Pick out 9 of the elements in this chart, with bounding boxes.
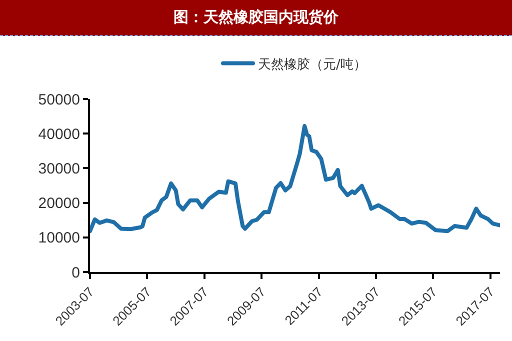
chart-title: 图：天然橡胶国内现货价: [0, 0, 512, 36]
y-tick-label: 50000: [38, 91, 80, 108]
y-tick-label: 20000: [38, 195, 80, 212]
y-tick-label: 0: [72, 264, 80, 282]
legend-label: 天然橡胶（元/吨）: [258, 57, 366, 72]
y-tick-label: 40000: [38, 126, 80, 143]
y-tick-label: 10000: [38, 230, 80, 247]
line-series: [90, 124, 500, 234]
y-tick-label: 30000: [38, 160, 80, 178]
